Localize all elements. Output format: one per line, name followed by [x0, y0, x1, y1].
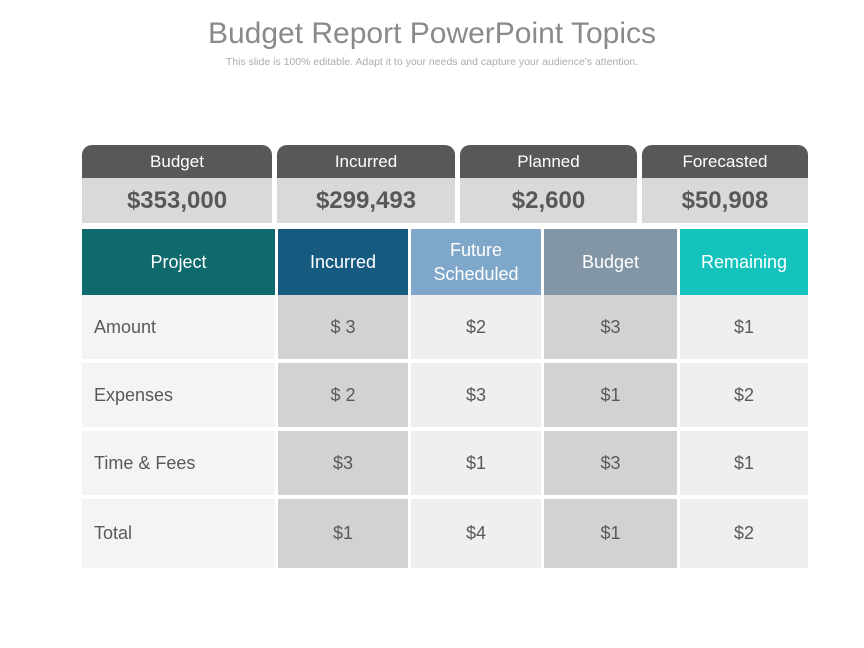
summary-header-row: Budget Incurred Planned Forecasted: [82, 145, 808, 178]
column-header-remaining: Remaining: [680, 229, 808, 295]
slide-subtitle: This slide is 100% editable. Adapt it to…: [225, 56, 639, 68]
cell-time-fees-future: $1: [411, 431, 541, 495]
cell-amount-budget: $3: [544, 295, 677, 359]
cell-total-incurred: $1: [278, 499, 408, 568]
cell-expenses-incurred: $ 2: [278, 363, 408, 427]
cell-total-remaining: $2: [680, 499, 808, 568]
summary-tab-incurred: Incurred: [277, 145, 455, 178]
column-header-budget: Budget: [544, 229, 677, 295]
cell-total-budget: $1: [544, 499, 677, 568]
summary-value-forecasted: $50,908: [642, 178, 808, 223]
row-label-amount: Amount: [82, 295, 275, 359]
summary-value-budget: $353,000: [82, 178, 272, 223]
detail-header-row: Project Incurred Future Scheduled Budget…: [82, 229, 808, 295]
cell-time-fees-remaining: $1: [680, 431, 808, 495]
summary-tab-budget: Budget: [82, 145, 272, 178]
cell-amount-future: $2: [411, 295, 541, 359]
column-header-future-scheduled: Future Scheduled: [411, 229, 541, 295]
cell-time-fees-budget: $3: [544, 431, 677, 495]
row-label-time-and-fees: Time & Fees: [82, 431, 275, 495]
column-header-project: Project: [82, 229, 275, 295]
summary-value-incurred: $299,493: [277, 178, 455, 223]
summary-tab-planned: Planned: [460, 145, 637, 178]
cell-amount-incurred: $ 3: [278, 295, 408, 359]
column-header-incurred: Incurred: [278, 229, 408, 295]
cell-expenses-budget: $1: [544, 363, 677, 427]
cell-amount-remaining: $1: [680, 295, 808, 359]
summary-tab-forecasted: Forecasted: [642, 145, 808, 178]
cell-expenses-remaining: $2: [680, 363, 808, 427]
budget-report-table: Budget Incurred Planned Forecasted $353,…: [82, 145, 808, 568]
cell-expenses-future: $3: [411, 363, 541, 427]
summary-values-row: $353,000 $299,493 $2,600 $50,908: [82, 178, 808, 223]
cell-total-future: $4: [411, 499, 541, 568]
cell-time-fees-incurred: $3: [278, 431, 408, 495]
summary-value-planned: $2,600: [460, 178, 637, 223]
detail-data-grid: Amount $ 3 $2 $3 $1 Expenses $ 2 $3 $1 $…: [82, 295, 808, 568]
row-label-total: Total: [82, 499, 275, 568]
row-label-expenses: Expenses: [82, 363, 275, 427]
slide-title: Budget Report PowerPoint Topics: [207, 17, 657, 50]
